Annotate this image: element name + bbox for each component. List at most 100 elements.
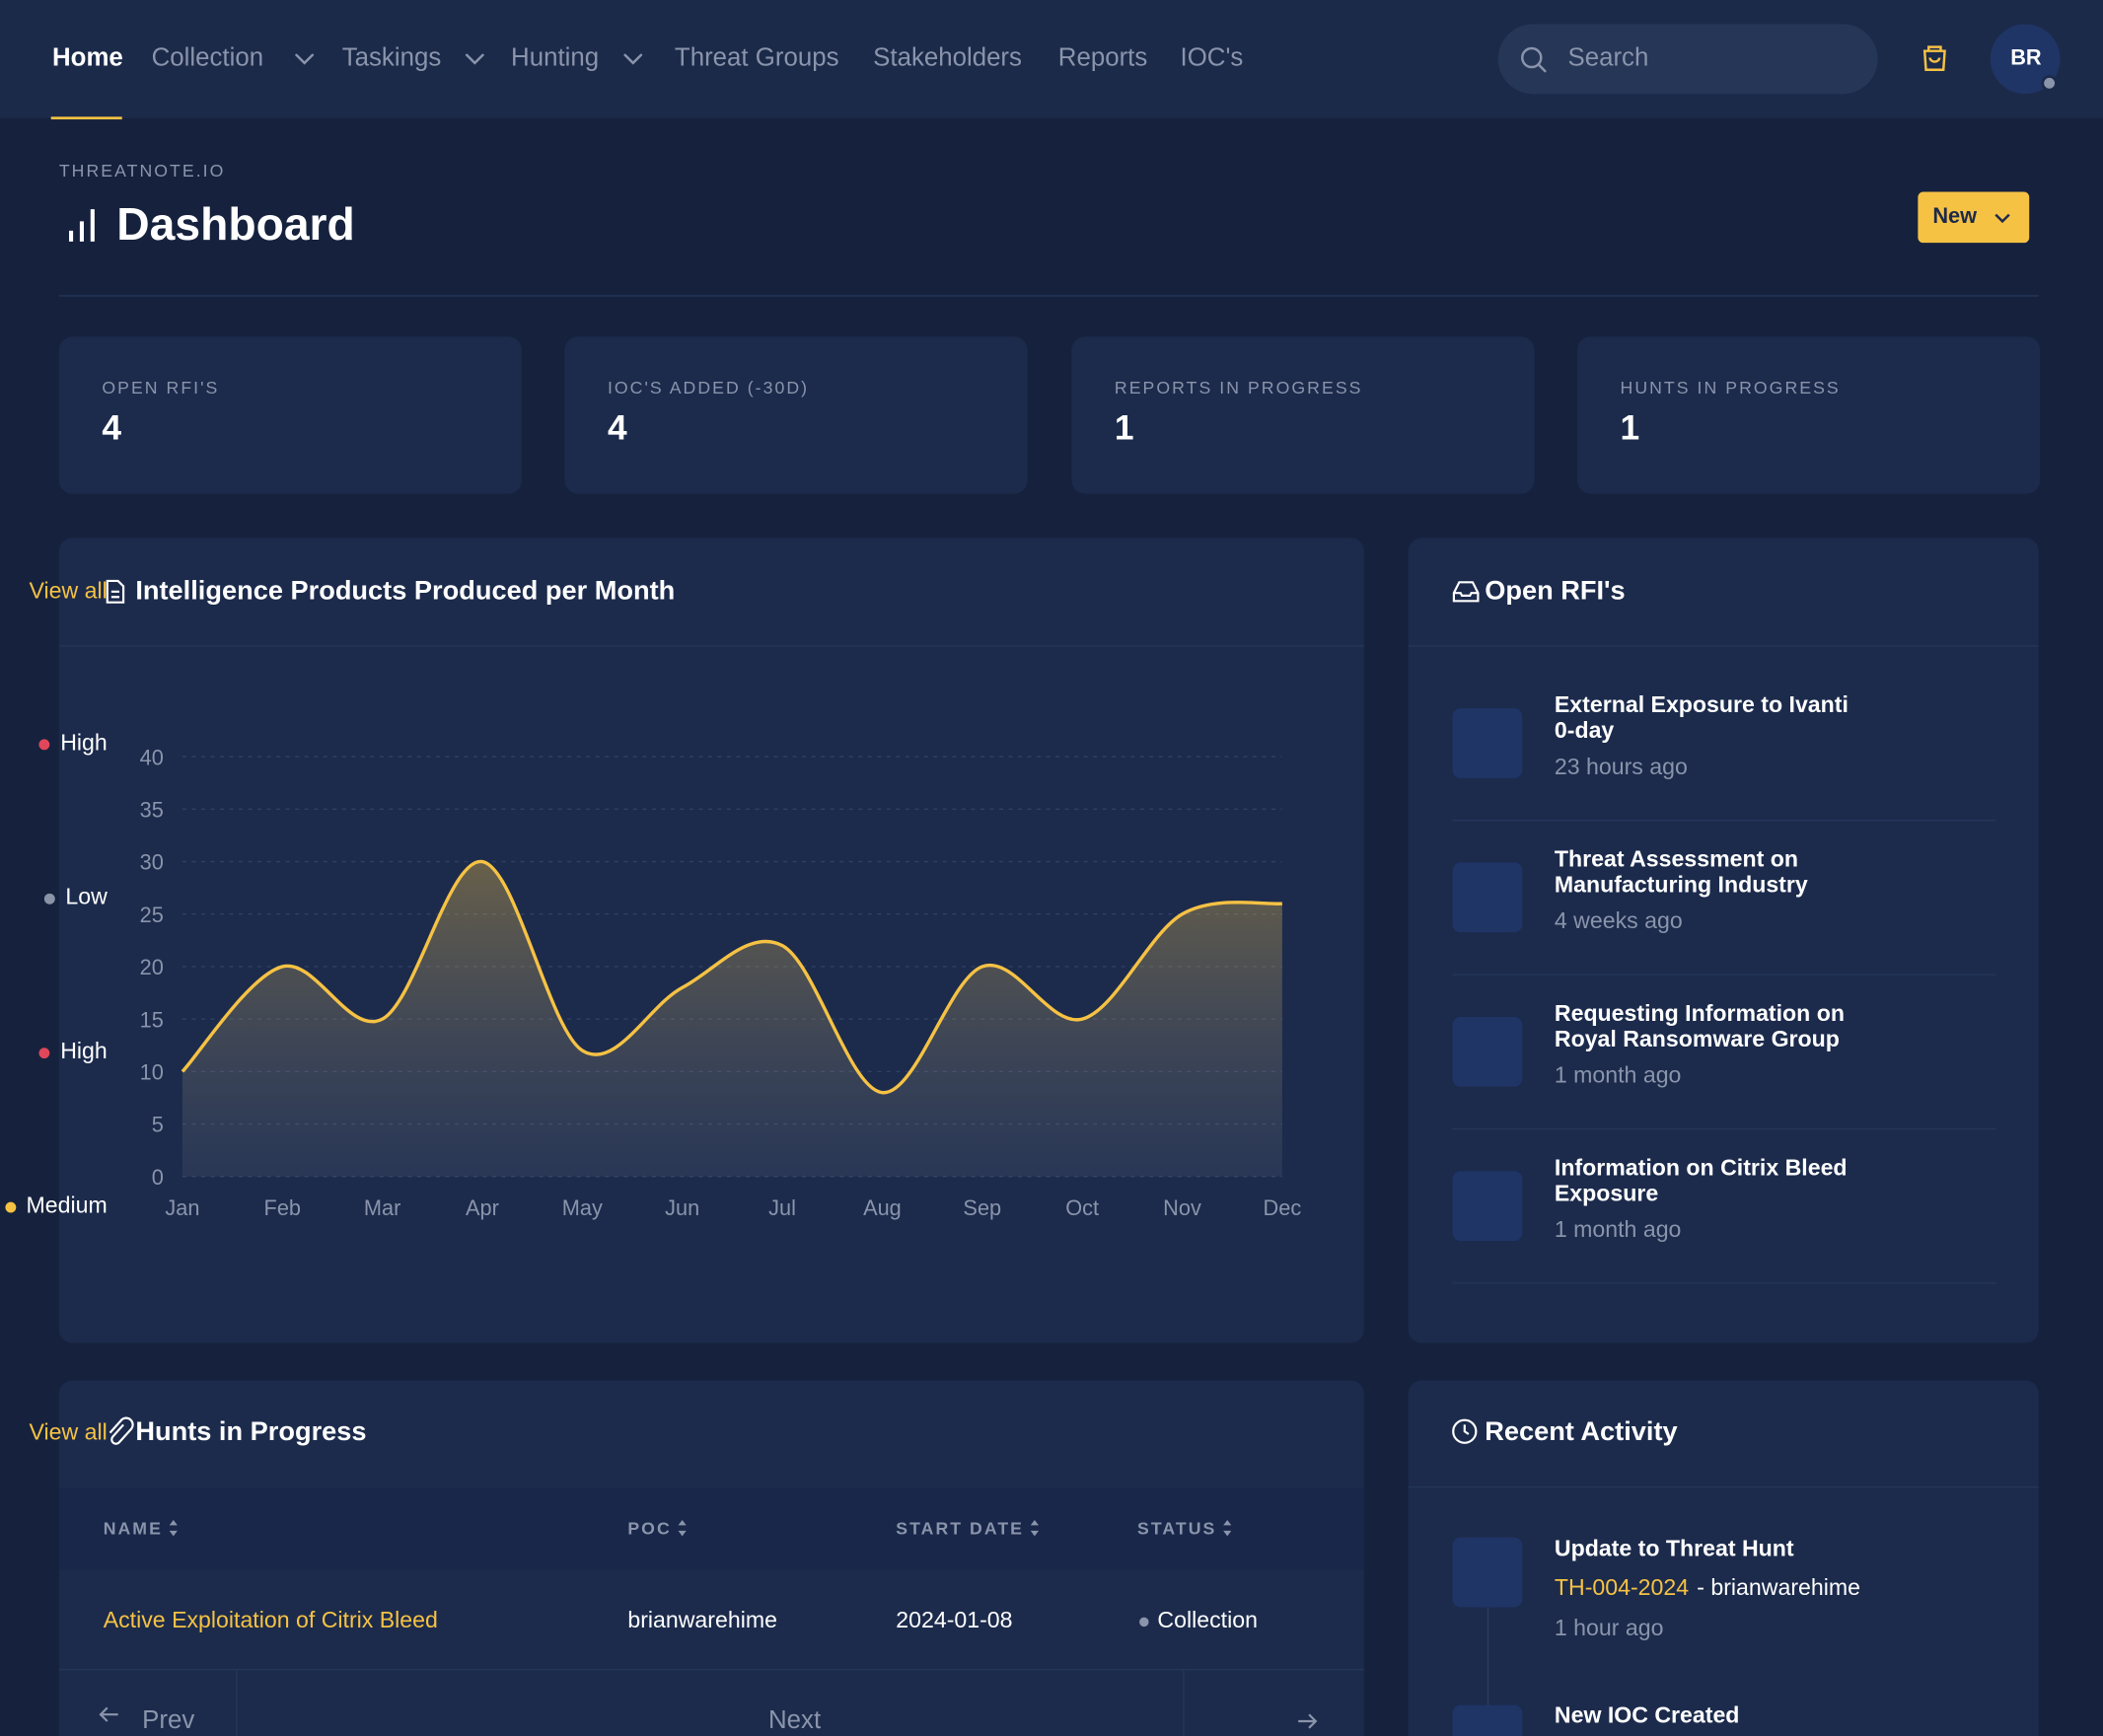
divider [58,295,2039,297]
nav-item[interactable]: IOC's [1180,43,1244,73]
stat-value: 1 [1620,406,1640,448]
x-tick-label: Feb [264,1195,301,1220]
priority-dot [38,738,50,750]
stat-label: REPORTS IN PROGRESS [1114,377,1363,398]
nav-item[interactable]: Threat Groups [674,43,839,73]
divider [1408,1485,2039,1488]
nav-item[interactable]: Taskings [341,43,442,73]
chevrons [295,53,643,65]
x-tick-label: Dec [1264,1195,1302,1220]
icon-box [1452,862,1523,933]
divider [1452,974,1996,976]
activity-detail: - brianwarehime [1697,1574,1860,1601]
table-cell: brianwarehime [627,1607,777,1633]
sort-icon [1223,1519,1232,1537]
y-tick-label: 40 [140,745,164,769]
y-tick-label: 15 [140,1007,164,1032]
clock-icon [1463,1424,1470,1435]
activity-time: 1 hour ago [1554,1615,1664,1641]
table-cell: Collection [1157,1607,1258,1633]
chevron [1994,213,2010,224]
status-dot [2041,75,2058,92]
rfi-title[interactable]: Requesting Information on Royal Ransomwa… [1554,1000,1845,1052]
nav-item[interactable]: Home [52,43,123,73]
rfi-title[interactable]: Threat Assessment on Manufacturing Indus… [1554,846,1808,898]
search-box[interactable] [1497,24,1878,95]
rfi-time: 23 hours ago [1554,754,1688,780]
divider [58,1668,1364,1671]
eyebrow: THREATNOTE.IO [58,160,226,181]
new-button-label[interactable]: New [1932,205,1978,229]
pager-arrows[interactable] [99,1706,1318,1729]
icon-box [1452,1016,1523,1087]
y-tick-label: 30 [140,850,164,875]
x-tick-label: Mar [364,1195,400,1220]
bag-icon[interactable] [1922,45,1946,71]
doc-icon [106,579,125,604]
table-header [58,1487,1364,1571]
dashboard-icon [69,209,95,242]
x-tick-label: Apr [466,1195,499,1220]
divider [1452,1282,1996,1284]
activity-title: Update to Threat Hunt [1554,1536,1794,1562]
clock-icon [1452,1418,1478,1444]
search-icon [1521,46,1543,69]
pager-prev[interactable]: Prev [142,1706,195,1735]
divider [1452,820,1996,822]
nav-item[interactable]: Stakeholders [873,43,1022,73]
activity-title: New IOC Created [1554,1701,1740,1728]
column-header[interactable]: START DATE [896,1517,1025,1539]
stat-card [58,336,522,494]
priority-dot [38,1047,50,1058]
chart-card [58,538,1364,1343]
priority-dot [43,893,55,904]
table-cell[interactable]: Active Exploitation of Citrix Bleed [103,1607,438,1633]
y-tick-label: 0 [152,1165,164,1190]
stat-value: 4 [102,406,122,448]
rfi-priority: High [38,1039,108,1065]
nav-item[interactable]: Reports [1057,43,1148,73]
priority-dot [4,1200,16,1212]
clip-icon [109,1416,134,1445]
stat-card [1071,336,1535,494]
pager-next[interactable]: Next [768,1706,822,1735]
avatar-initials: BR [2010,46,2042,70]
column-header[interactable]: POC [627,1517,672,1539]
x-tick-label: Sep [963,1195,1001,1220]
new-button[interactable] [1918,191,2030,244]
rfi-title[interactable]: Information on Citrix Bleed Exposure [1554,1155,1848,1206]
status-dot [1139,1617,1149,1628]
sort-icon [169,1519,178,1537]
stat-value: 4 [607,406,627,448]
rfi-time: 1 month ago [1554,1216,1682,1243]
stat-label: OPEN RFI'S [102,377,220,398]
column-header[interactable]: NAME [103,1517,163,1539]
divider [1452,1127,1996,1130]
icon-box [1452,708,1523,778]
sort-icon [1030,1519,1039,1537]
view-all[interactable]: View all [29,1418,108,1445]
view-all[interactable]: View all [29,578,108,605]
activity-ref[interactable]: TH-004-2024 [1554,1574,1690,1601]
nav-item[interactable]: Hunting [511,43,600,73]
stat-label: HUNTS IN PROGRESS [1620,377,1841,398]
x-tick-label: Aug [863,1195,902,1220]
stat-label: IOC'S ADDED (-30D) [607,377,810,398]
card-title: Recent Activity [1485,1416,1678,1447]
rfi-title[interactable]: External Exposure to Ivanti 0-day [1554,691,1849,744]
rfi-priority: High [38,730,108,757]
x-tick-label: Jul [768,1195,796,1220]
timeline [1487,1607,1489,1707]
icon-box [1452,1704,1523,1736]
rfi-time: 1 month ago [1554,1062,1682,1089]
rfi-priority: Low [43,884,108,910]
sort-icon [678,1519,687,1537]
table-cell: 2024-01-08 [896,1607,1013,1633]
active-underline [50,116,122,120]
chart-title: Intelligence Products Produced per Month [135,576,676,607]
x-tick-label: May [562,1195,603,1220]
divider [58,645,1364,647]
column-header[interactable]: STATUS [1137,1517,1217,1539]
nav-item[interactable]: Collection [151,43,264,73]
